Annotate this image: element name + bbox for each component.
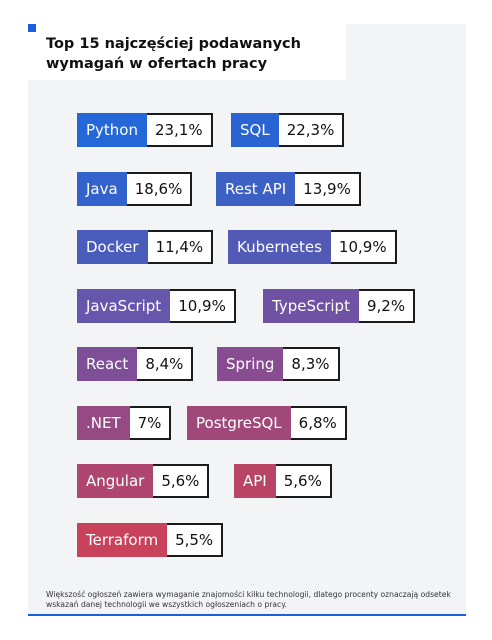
bottom-rule bbox=[28, 614, 466, 616]
technology-percentage: 10,9% bbox=[330, 232, 395, 262]
technology-percentage: 8,3% bbox=[283, 349, 338, 379]
technology-percentage: 7% bbox=[129, 408, 170, 438]
technology-name: Python bbox=[77, 113, 147, 147]
technology-name: PostgreSQL bbox=[187, 406, 291, 440]
technology-percentage: 13,9% bbox=[295, 174, 359, 204]
technology-name: JavaScript bbox=[77, 289, 171, 323]
technology-pill: SQL 22,3% bbox=[231, 113, 345, 147]
technology-percentage: 5,5% bbox=[167, 525, 222, 555]
technology-pill: Python 23,1% bbox=[77, 113, 213, 147]
technology-percentage: 5,6% bbox=[153, 466, 208, 496]
technology-pill: JavaScript 10,9% bbox=[77, 289, 236, 323]
technology-pill: Spring 8,3% bbox=[217, 347, 340, 381]
technology-pill: TypeScript 9,2% bbox=[263, 289, 416, 323]
footnote: Większość ogłoszeń zawiera wymaganie zna… bbox=[46, 590, 451, 609]
technology-pill: Angular 5,6% bbox=[77, 464, 210, 498]
technology-name: React bbox=[77, 347, 138, 381]
technology-percentage: 9,2% bbox=[358, 291, 414, 321]
technology-name: Angular bbox=[77, 464, 154, 498]
technology-percentage: 10,9% bbox=[170, 291, 234, 321]
technology-pill: .NET 7% bbox=[77, 406, 172, 440]
technology-percentage: 11,4% bbox=[147, 232, 212, 262]
technology-pill: Docker 11,4% bbox=[77, 230, 214, 264]
technology-percentage: 23,1% bbox=[147, 115, 211, 145]
technology-pill: Rest API 13,9% bbox=[216, 172, 361, 206]
title-box bbox=[28, 24, 346, 80]
technology-name: Java bbox=[77, 172, 127, 206]
technology-name: Terraform bbox=[77, 523, 168, 557]
technology-name: API bbox=[234, 464, 276, 498]
accent-square bbox=[28, 24, 36, 32]
technology-percentage: 6,8% bbox=[290, 408, 345, 438]
technology-percentage: 22,3% bbox=[278, 115, 343, 145]
technology-name: Docker bbox=[77, 230, 148, 264]
technology-name: Spring bbox=[217, 347, 284, 381]
technology-name: TypeScript bbox=[263, 289, 359, 323]
technology-percentage: 5,6% bbox=[275, 466, 330, 496]
technology-name: SQL bbox=[231, 113, 279, 147]
technology-pill: Java 18,6% bbox=[77, 172, 193, 206]
technology-pill: React 8,4% bbox=[77, 347, 194, 381]
technology-pill: API 5,6% bbox=[234, 464, 332, 498]
technology-name: Kubernetes bbox=[228, 230, 331, 264]
technology-name: Rest API bbox=[216, 172, 296, 206]
technology-pill: Terraform 5,5% bbox=[77, 523, 224, 557]
chart-title: Top 15 najczęściej podawanych wymagań w … bbox=[46, 36, 301, 72]
technology-pill: Kubernetes 10,9% bbox=[228, 230, 397, 264]
technology-percentage: 8,4% bbox=[137, 349, 192, 379]
technology-pill: PostgreSQL 6,8% bbox=[187, 406, 347, 440]
technology-name: .NET bbox=[77, 406, 130, 440]
technology-percentage: 18,6% bbox=[126, 174, 191, 204]
